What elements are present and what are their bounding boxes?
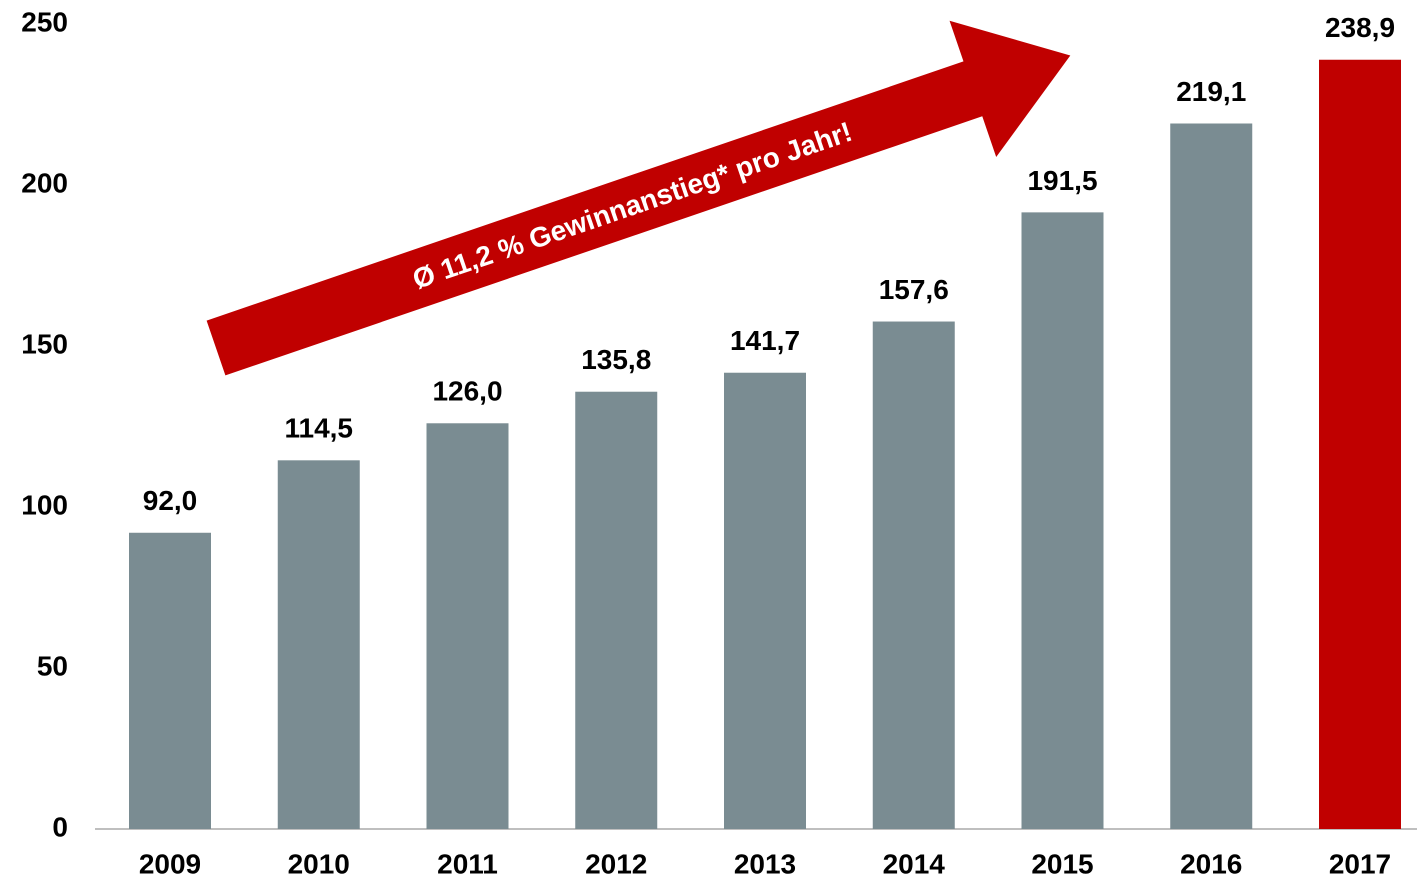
x-tick-label: 2014 [883, 848, 946, 879]
value-label: 157,6 [879, 274, 949, 305]
value-label: 126,0 [432, 376, 502, 407]
value-label: 191,5 [1027, 165, 1097, 196]
x-tick-label: 2010 [288, 848, 350, 879]
bar [129, 532, 211, 829]
y-tick-label: 50 [37, 650, 68, 681]
x-tick-label: 2013 [734, 848, 796, 879]
x-tick-label: 2017 [1329, 848, 1391, 879]
y-tick-label: 150 [21, 328, 68, 359]
y-tick-label: 100 [21, 489, 68, 520]
value-label: 238,9 [1325, 12, 1395, 43]
x-tick-label: 2012 [585, 848, 647, 879]
bar [1319, 59, 1401, 829]
arrow-shape [206, 20, 1071, 376]
value-label: 114,5 [284, 413, 353, 444]
x-tick-label: 2015 [1031, 848, 1093, 879]
value-label: 219,1 [1176, 76, 1246, 107]
x-tick-label: 2009 [139, 848, 201, 879]
annotation: Ø 11,2 % Gewinnanstieg* pro Jahr! [409, 116, 856, 295]
value-label: 141,7 [730, 325, 800, 356]
bar [277, 460, 360, 829]
bar [872, 321, 955, 829]
bar [575, 391, 658, 829]
y-tick-label: 0 [52, 811, 68, 842]
value-label: 92,0 [143, 485, 198, 516]
value-label: 135,8 [581, 344, 651, 375]
bar [1021, 212, 1104, 829]
x-tick-label: 2011 [437, 848, 498, 879]
y-tick-label: 200 [21, 167, 68, 198]
x-tick-label: 2016 [1180, 848, 1242, 879]
y-tick-label: 250 [21, 6, 68, 37]
bar [1170, 123, 1253, 830]
bar [426, 423, 509, 829]
bar [724, 372, 806, 829]
